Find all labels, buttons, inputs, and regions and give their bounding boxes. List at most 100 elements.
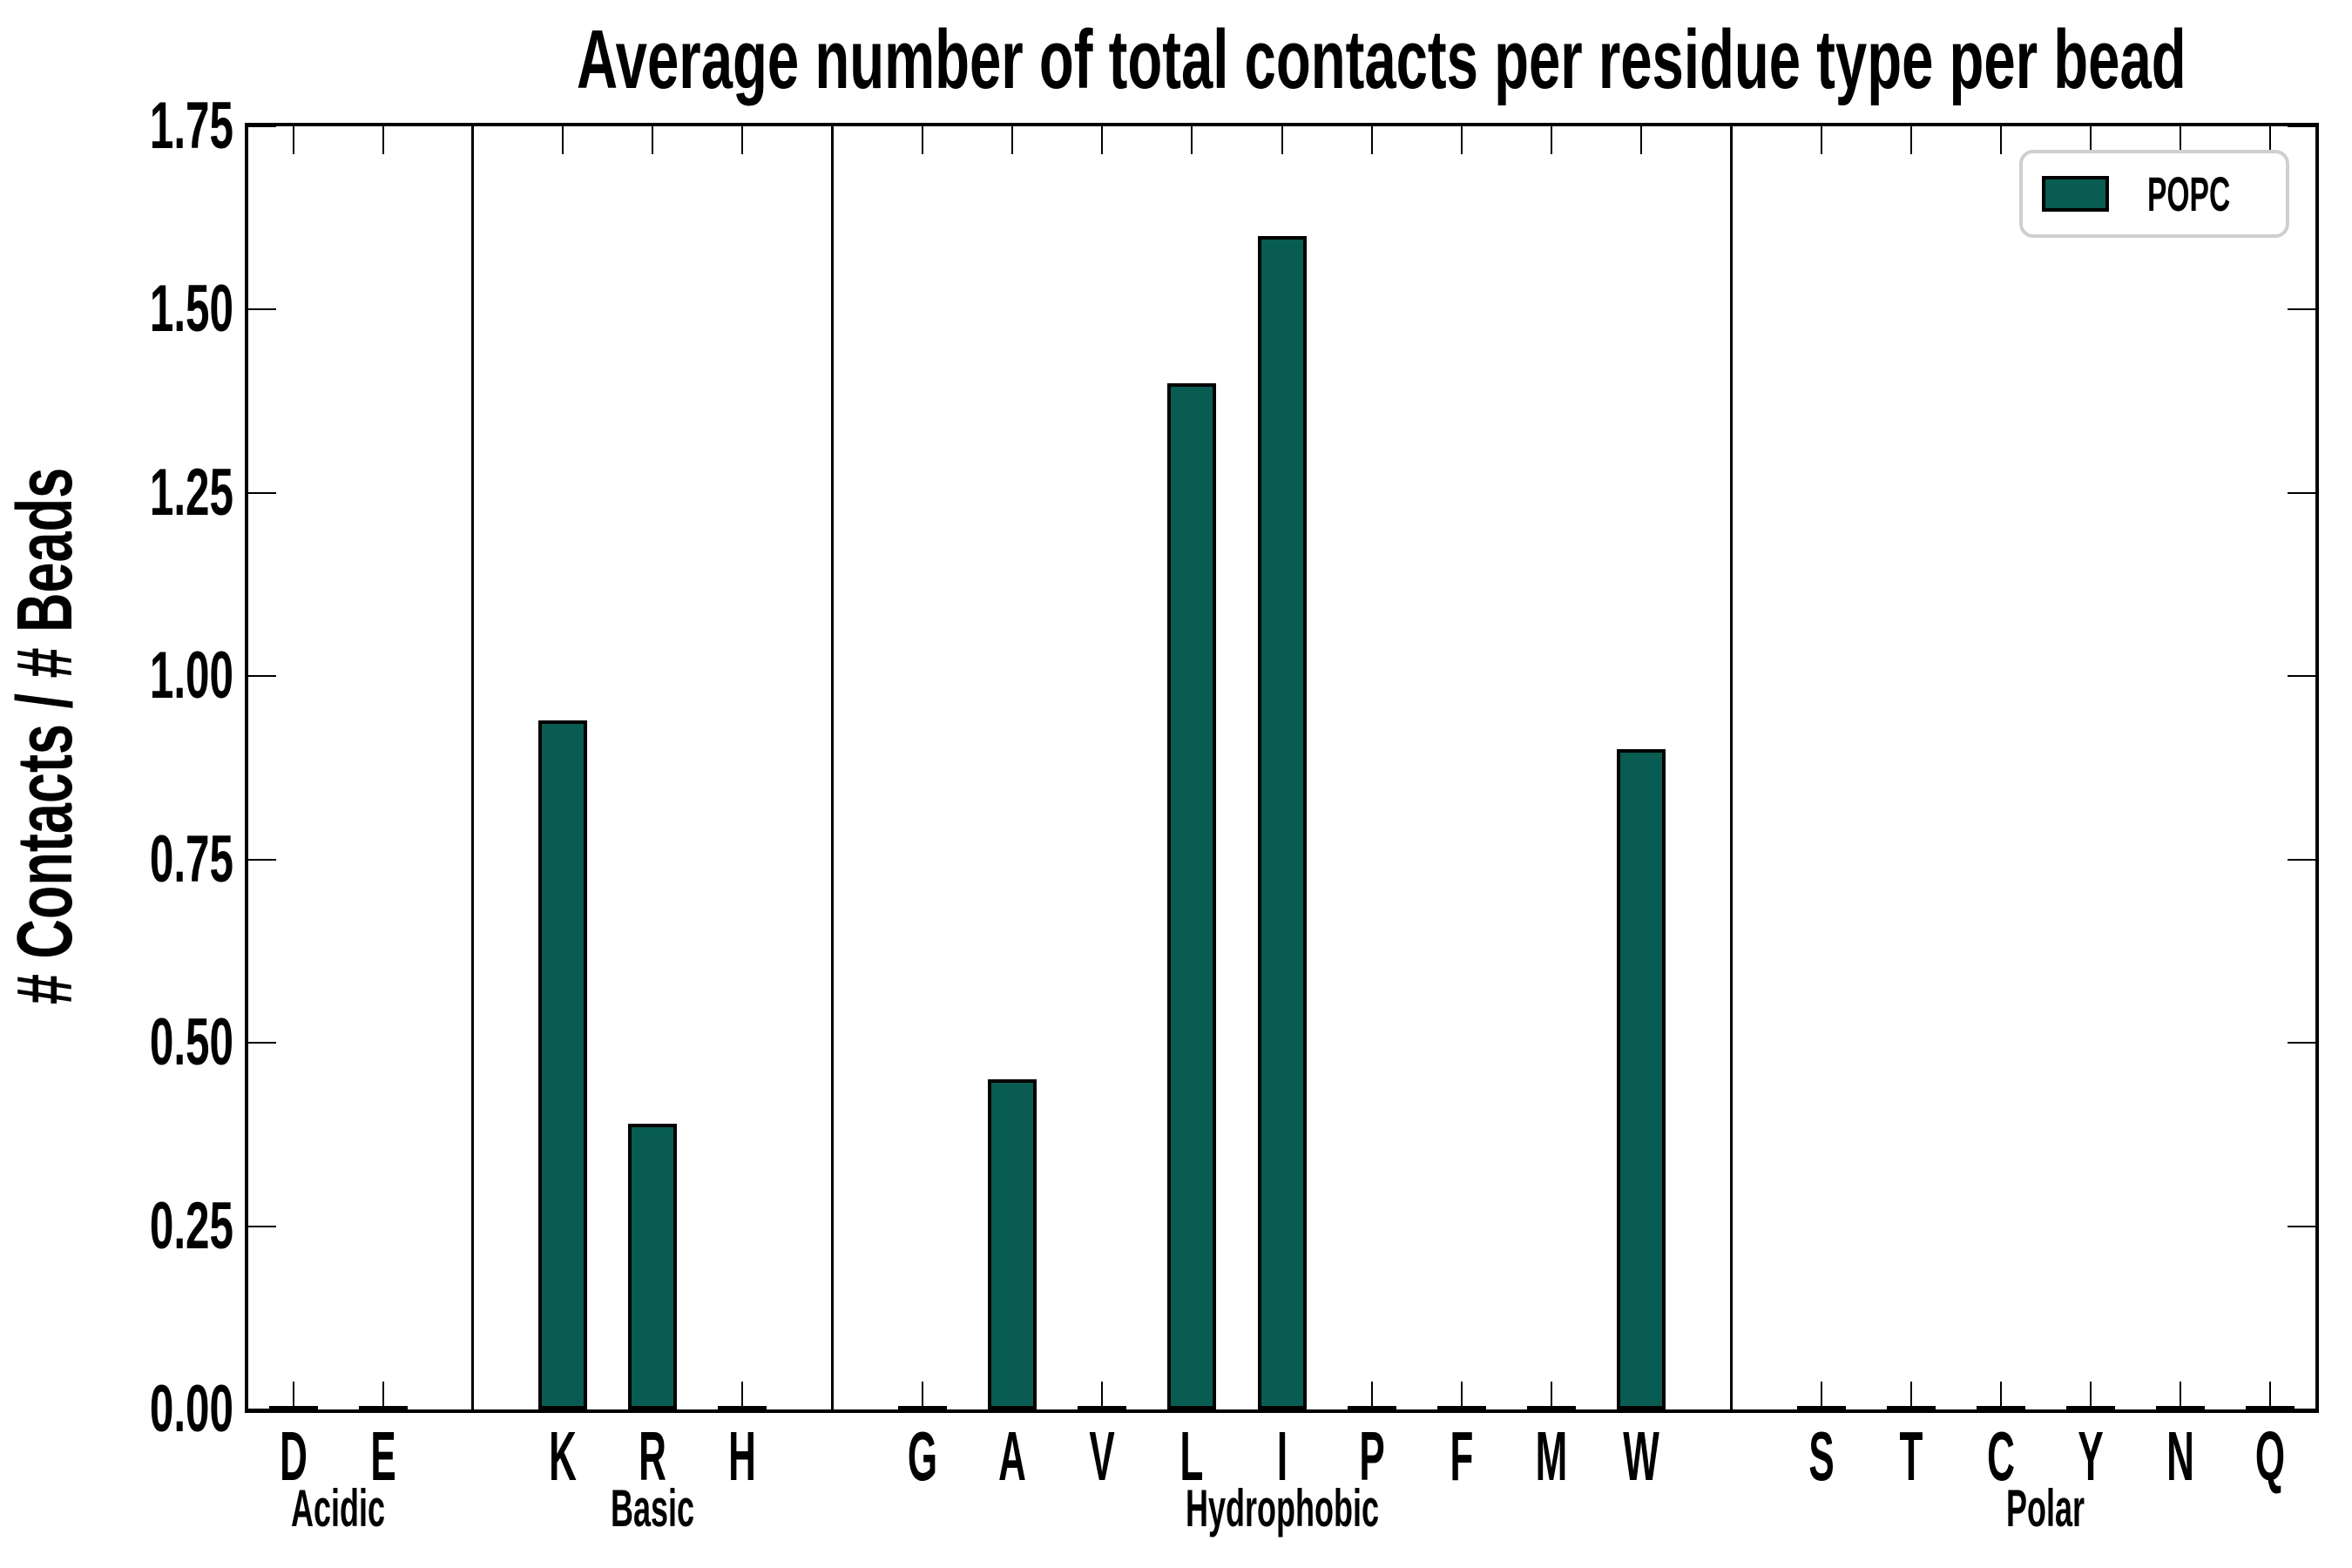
zero-bar-H <box>718 1406 767 1409</box>
x-tick-top <box>1191 126 1193 154</box>
x-tick-label-H: H <box>728 1417 757 1495</box>
bar-W <box>1617 749 1666 1409</box>
plot-area <box>245 123 2319 1413</box>
x-tick-top <box>2090 126 2092 154</box>
x-tick-top <box>1370 126 1373 154</box>
y-tick-label-1.75: 1.75 <box>149 89 233 163</box>
y-tick-left <box>248 858 276 861</box>
x-tick-label-P: P <box>1358 1417 1385 1495</box>
zero-bar-N <box>2156 1406 2206 1409</box>
x-tick-top <box>2180 126 2182 154</box>
x-tick-bottom <box>1460 1382 1463 1409</box>
x-tick-bottom <box>1820 1382 1822 1409</box>
y-tick-left <box>248 1225 276 1227</box>
x-tick-top <box>1909 126 1912 154</box>
x-tick-bottom <box>2090 1382 2092 1409</box>
y-tick-left <box>248 125 276 127</box>
zero-bar-S <box>1796 1406 1846 1409</box>
x-tick-bottom <box>2269 1382 2272 1409</box>
x-tick-label-E: E <box>370 1417 396 1495</box>
x-tick-top <box>1640 126 1643 154</box>
x-tick-label-W: W <box>1623 1417 1659 1495</box>
group-label-hydrophobic: Hydrophobic <box>1185 1479 1379 1538</box>
zero-bar-M <box>1527 1406 1577 1409</box>
zero-bar-E <box>358 1406 408 1409</box>
zero-bar-Y <box>2066 1406 2116 1409</box>
bar-L <box>1167 382 1217 1409</box>
x-tick-bottom <box>2180 1382 2182 1409</box>
x-tick-top <box>1820 126 1822 154</box>
x-tick-bottom <box>382 1382 384 1409</box>
x-tick-label-C: C <box>1987 1417 2015 1495</box>
y-tick-left <box>248 491 276 494</box>
x-tick-label-N: N <box>2166 1417 2195 1495</box>
y-tick-right <box>2288 675 2315 678</box>
y-tick-right <box>2288 308 2315 311</box>
x-tick-top <box>1460 126 1463 154</box>
x-tick-top <box>1999 126 2002 154</box>
zero-bar-Q <box>2246 1406 2295 1409</box>
legend: POPC <box>2019 150 2289 238</box>
x-tick-label-D: D <box>279 1417 308 1495</box>
x-tick-top <box>382 126 384 154</box>
legend-swatch-popc <box>2042 176 2110 212</box>
chart-title: Average number of total contacts per res… <box>576 13 2186 106</box>
y-tick-right <box>2288 1409 2315 1410</box>
x-tick-bottom <box>1101 1382 1104 1409</box>
y-tick-right <box>2288 491 2315 494</box>
y-tick-left <box>248 1042 276 1044</box>
x-tick-label-M: M <box>1535 1417 1568 1495</box>
x-tick-label-F: F <box>1450 1417 1474 1495</box>
x-tick-label-A: A <box>998 1417 1026 1495</box>
x-tick-bottom <box>1370 1382 1373 1409</box>
bar-I <box>1257 236 1307 1409</box>
y-tick-label-1.00: 1.00 <box>149 639 233 713</box>
y-tick-label-1.25: 1.25 <box>149 455 233 530</box>
zero-bar-V <box>1078 1406 1127 1409</box>
y-tick-label-0.75: 0.75 <box>149 821 233 896</box>
x-tick-label-Q: Q <box>2255 1417 2286 1495</box>
group-separator <box>831 126 835 1409</box>
zero-bar-T <box>1886 1406 1936 1409</box>
y-tick-right <box>2288 1225 2315 1227</box>
bar-A <box>987 1079 1037 1409</box>
y-axis-label: # Contacts / # Beads <box>2 467 89 1005</box>
x-tick-top <box>2269 126 2272 154</box>
x-tick-label-I: I <box>1276 1417 1288 1495</box>
zero-bar-P <box>1347 1406 1396 1409</box>
x-tick-label-T: T <box>1899 1417 1923 1495</box>
zero-bar-C <box>1976 1406 2025 1409</box>
x-tick-bottom <box>741 1382 744 1409</box>
y-tick-right <box>2288 1042 2315 1044</box>
bar-K <box>538 720 588 1409</box>
zero-bar-F <box>1436 1406 1486 1409</box>
group-separator <box>1729 126 1733 1409</box>
group-separator <box>471 126 475 1409</box>
x-tick-bottom <box>921 1382 923 1409</box>
zero-bar-G <box>897 1406 947 1409</box>
y-tick-left <box>248 308 276 311</box>
y-tick-label-0.50: 0.50 <box>149 1005 233 1080</box>
x-tick-top <box>1551 126 1553 154</box>
x-tick-label-K: K <box>549 1417 577 1495</box>
x-tick-label-Y: Y <box>2078 1417 2104 1495</box>
x-tick-label-L: L <box>1179 1417 1204 1495</box>
y-tick-right <box>2288 125 2315 127</box>
y-tick-left <box>248 1409 276 1410</box>
x-tick-label-G: G <box>907 1417 937 1495</box>
zero-bar-D <box>268 1406 318 1409</box>
group-label-basic: Basic <box>611 1479 695 1538</box>
x-tick-top <box>562 126 564 154</box>
x-tick-top <box>921 126 923 154</box>
group-label-acidic: Acidic <box>291 1479 386 1538</box>
x-tick-top <box>1101 126 1104 154</box>
x-tick-top <box>741 126 744 154</box>
x-tick-label-R: R <box>639 1417 667 1495</box>
y-tick-left <box>248 675 276 678</box>
legend-label: POPC <box>2147 166 2231 221</box>
x-tick-top <box>652 126 654 154</box>
x-tick-top <box>292 126 294 154</box>
x-tick-bottom <box>1999 1382 2002 1409</box>
x-tick-label-S: S <box>1808 1417 1835 1495</box>
